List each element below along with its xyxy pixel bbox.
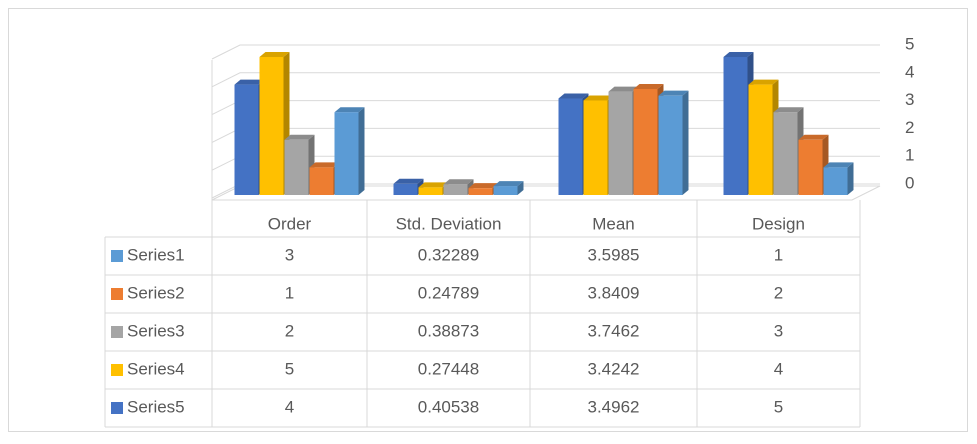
x-tick-label: Design bbox=[752, 214, 805, 233]
y-tick-label: 2 bbox=[905, 118, 914, 137]
bar bbox=[493, 186, 518, 195]
y-tick-label: 4 bbox=[905, 62, 914, 81]
bar bbox=[633, 88, 658, 195]
bar-top bbox=[608, 86, 639, 92]
bar bbox=[468, 188, 493, 195]
bar-top bbox=[748, 79, 779, 85]
table-cell: 3 bbox=[285, 245, 294, 264]
bar bbox=[284, 139, 309, 195]
bar-top bbox=[443, 179, 474, 185]
table-cell: 3.8409 bbox=[588, 283, 640, 302]
bar-top bbox=[334, 107, 365, 113]
bar bbox=[723, 57, 748, 195]
bar bbox=[583, 100, 608, 195]
bar-top bbox=[393, 178, 424, 184]
table-cell: 1 bbox=[774, 245, 783, 264]
bar bbox=[443, 184, 468, 195]
bar-top bbox=[468, 183, 499, 189]
floor bbox=[211, 185, 881, 201]
table-cell: 0.27448 bbox=[418, 359, 479, 378]
table-cell: 4 bbox=[774, 359, 783, 378]
bar-top bbox=[583, 95, 614, 101]
bar bbox=[748, 84, 773, 195]
table-cell: 0.24789 bbox=[418, 283, 479, 302]
y-tick-label: 5 bbox=[905, 34, 914, 53]
table-cell: 0.38873 bbox=[418, 321, 479, 340]
legend-label: Series1 bbox=[127, 245, 185, 264]
bar bbox=[658, 95, 683, 195]
legend-label: Series5 bbox=[127, 397, 185, 416]
bar-top bbox=[234, 79, 265, 85]
y-tick-label: 1 bbox=[905, 146, 914, 165]
legend-swatch bbox=[111, 364, 123, 376]
bar bbox=[418, 187, 443, 195]
x-tick-label: Order bbox=[268, 214, 312, 233]
bar-top bbox=[823, 162, 854, 168]
bar bbox=[798, 139, 823, 195]
table-cell: 5 bbox=[774, 397, 783, 416]
x-tick-label: Std. Deviation bbox=[396, 214, 502, 233]
table-cell: 2 bbox=[774, 283, 783, 302]
legend-label: Series3 bbox=[127, 321, 185, 340]
table-cell: 2 bbox=[285, 321, 294, 340]
bar bbox=[823, 167, 848, 195]
bar-top bbox=[558, 93, 589, 99]
legend-swatch bbox=[111, 250, 123, 262]
table-cell: 0.40538 bbox=[418, 397, 479, 416]
bar-side bbox=[682, 90, 689, 195]
y-tick-label: 3 bbox=[905, 90, 914, 109]
legend-swatch bbox=[111, 326, 123, 338]
grid-line bbox=[211, 44, 880, 60]
table-cell: 4 bbox=[285, 397, 294, 416]
bar-top bbox=[633, 83, 664, 89]
y-tick-label: 0 bbox=[905, 173, 914, 192]
table-cell: 3 bbox=[774, 321, 783, 340]
legend-swatch bbox=[111, 288, 123, 300]
chart-border bbox=[8, 8, 968, 432]
bar bbox=[309, 167, 334, 195]
bar-top bbox=[723, 52, 754, 57]
bar-side bbox=[358, 107, 365, 195]
x-tick-label: Mean bbox=[592, 214, 635, 233]
bar-top bbox=[418, 182, 449, 188]
bar-top bbox=[493, 181, 524, 187]
table-cell: 3.5985 bbox=[588, 245, 640, 264]
table-cell: 3.4242 bbox=[588, 359, 640, 378]
bar bbox=[393, 183, 418, 195]
table-cell: 3.7462 bbox=[588, 321, 640, 340]
table-cell: 5 bbox=[285, 359, 294, 378]
bar bbox=[259, 57, 284, 195]
table-cell: 0.32289 bbox=[418, 245, 479, 264]
bar-side bbox=[847, 162, 854, 195]
bar bbox=[558, 98, 583, 195]
grid-line bbox=[211, 72, 880, 88]
bar bbox=[608, 91, 633, 195]
table-cell: 3.4962 bbox=[588, 397, 640, 416]
bar-top bbox=[309, 162, 340, 168]
bar bbox=[334, 112, 359, 195]
bar-top bbox=[284, 134, 315, 140]
legend-swatch bbox=[111, 402, 123, 414]
bar bbox=[773, 112, 798, 195]
bar-top bbox=[259, 52, 290, 57]
bar-top bbox=[658, 90, 689, 96]
bar bbox=[234, 84, 259, 195]
legend-label: Series2 bbox=[127, 283, 185, 302]
legend-label: Series4 bbox=[127, 359, 185, 378]
bar-top bbox=[798, 134, 829, 140]
bar-side bbox=[517, 181, 524, 195]
table-cell: 1 bbox=[285, 283, 294, 302]
bar-top bbox=[773, 107, 804, 113]
